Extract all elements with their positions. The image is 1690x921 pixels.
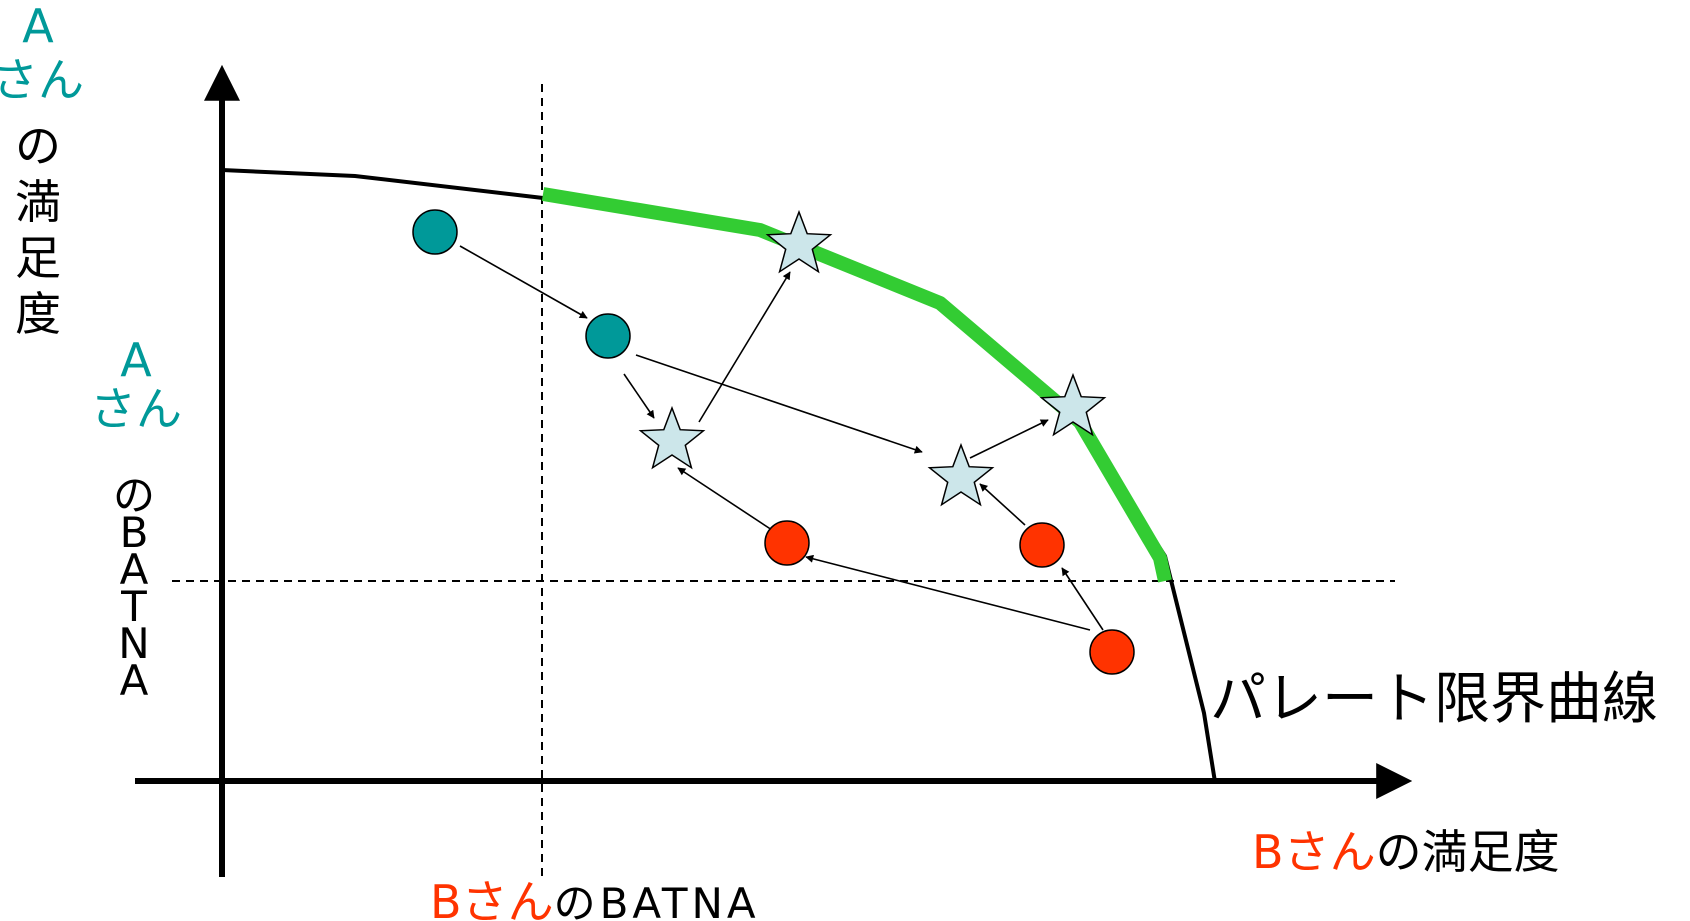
person-b-position [764,520,810,566]
x-axis-label-rest: の満足度 [1376,825,1560,879]
arrow [623,373,655,419]
arrow [969,419,1049,459]
arrow [979,483,1026,526]
arrow [677,467,773,531]
a-batna-label: A さん のBATNA [90,333,182,705]
move-arrows [459,245,1104,631]
b-batna-label: BさんのBATNA [430,875,760,921]
x-axis-label: Bさんの満足度 [1252,825,1560,879]
agreement-stars [638,209,1107,507]
a-batna-label-char: N [118,619,153,668]
arrow [805,554,1091,631]
agreement-star [638,405,706,470]
pareto-frontier-label: パレート限界曲線 [1210,667,1658,732]
b-batna-label-rest: のBATNA [554,879,760,921]
agreement-star [765,209,833,274]
y-axis-label: A さん の満足度 [0,0,84,341]
a-batna-label-san: さん [90,382,182,436]
y-axis-label-char: の [15,119,61,173]
person-b-position [1019,522,1065,568]
pareto-frontier-highlight [541,187,1172,583]
x-axis-label-person: B [1252,825,1284,879]
y-axis-label-char: 足 [15,231,61,285]
b-batna-label-person: B [430,875,462,921]
person-a-position [412,209,458,255]
a-batna-label-char: A [120,545,153,594]
agreement-star [927,442,995,507]
person-b-position [1089,629,1135,675]
y-axis-label-person: A [22,0,54,53]
a-batna-label-char: B [120,508,153,557]
y-axis-label-char: 満 [15,175,61,229]
person-a-position [585,313,631,359]
x-axis-label-san: さん [1284,825,1376,879]
a-batna-label-char: T [120,582,151,631]
agreement-star [1039,372,1107,437]
arrow [1061,567,1104,631]
y-axis-label-san: さん [0,53,84,107]
a-batna-label-char: A [120,656,153,705]
y-axis-label-char: 度 [15,287,61,341]
arrow [698,271,791,423]
a-batna-label-person: A [120,333,152,387]
pareto-frontier-curve [221,168,1217,783]
arrow [635,354,923,454]
arrow [459,245,588,319]
b-batna-label-san: さん [462,875,554,921]
a-batna-label-char: の [113,471,159,520]
